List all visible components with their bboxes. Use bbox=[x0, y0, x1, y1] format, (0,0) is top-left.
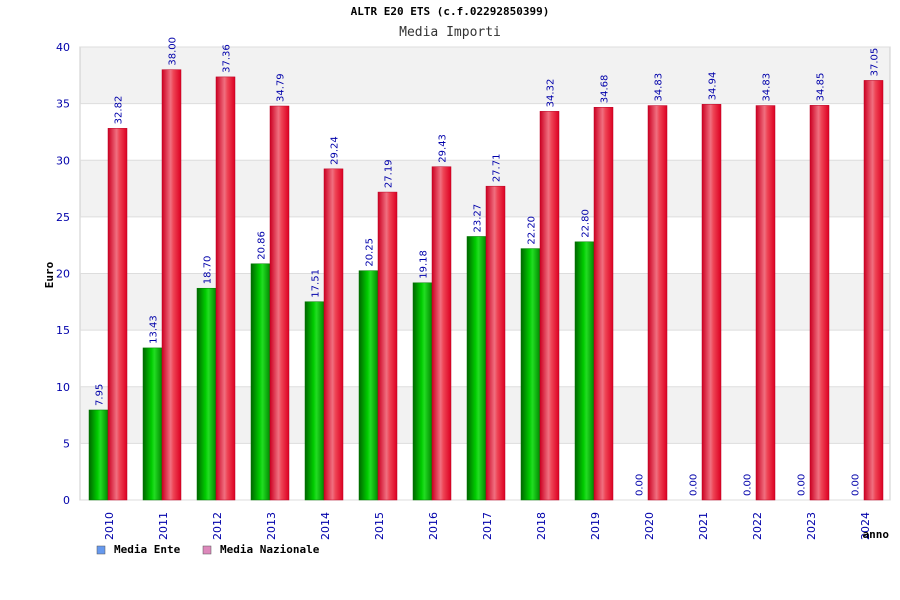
legend-label: Media Ente bbox=[114, 543, 181, 556]
x-tick-label: 2011 bbox=[157, 512, 170, 540]
value-label: 23.27 bbox=[473, 204, 484, 233]
y-tick-label: 10 bbox=[56, 381, 70, 394]
value-label: 22.20 bbox=[527, 216, 538, 245]
y-tick-label: 15 bbox=[56, 324, 70, 337]
value-label: 34.32 bbox=[546, 79, 557, 108]
bar-media-ente bbox=[574, 241, 595, 501]
bar-media-nazionale bbox=[539, 111, 560, 501]
value-label: 13.43 bbox=[149, 315, 160, 344]
y-axis-label: Euro bbox=[43, 261, 56, 288]
x-tick-label: 2010 bbox=[103, 512, 116, 540]
x-tick-label: 2024 bbox=[859, 512, 872, 540]
x-tick-label: 2023 bbox=[805, 512, 818, 540]
value-label: 37.36 bbox=[222, 44, 233, 73]
value-label: 29.43 bbox=[438, 134, 449, 163]
x-tick-label: 2018 bbox=[535, 512, 548, 540]
bar-media-ente bbox=[196, 287, 217, 501]
bar-media-nazionale bbox=[161, 69, 182, 501]
value-label: 17.51 bbox=[311, 269, 322, 298]
bar-media-ente bbox=[466, 236, 487, 501]
y-tick-label: 30 bbox=[56, 154, 70, 167]
value-label: 7.95 bbox=[95, 384, 106, 406]
value-label: 22.80 bbox=[581, 209, 592, 238]
value-label: 20.86 bbox=[257, 231, 268, 260]
value-label: 27.71 bbox=[492, 154, 503, 183]
value-label: 0.00 bbox=[743, 474, 754, 496]
value-label: 0.00 bbox=[635, 474, 646, 496]
bar-media-nazionale bbox=[755, 105, 776, 501]
bar-media-nazionale bbox=[431, 166, 452, 501]
bar-media-nazionale bbox=[377, 191, 398, 501]
bar-media-ente bbox=[304, 301, 325, 501]
value-labels: 7.95 32.82 13.43 38.00 18.70 37.36 20.86 34.79 1… bbox=[95, 37, 881, 496]
bar-media-ente bbox=[412, 282, 433, 501]
y-tick-label: 25 bbox=[56, 211, 70, 224]
bar-media-ente bbox=[250, 263, 271, 501]
bar-media-nazionale bbox=[863, 80, 884, 501]
value-label: 34.79 bbox=[276, 73, 287, 102]
legend-swatch bbox=[202, 545, 212, 555]
legend-swatch bbox=[96, 545, 106, 555]
legend: Media Ente Media Nazionale bbox=[96, 543, 320, 556]
y-tick-label: 0 bbox=[63, 494, 70, 507]
x-tick-label: 2016 bbox=[427, 512, 440, 540]
value-label: 19.18 bbox=[419, 250, 430, 279]
bar-media-ente bbox=[142, 347, 163, 501]
y-axis-ticks: 0 5 10 15 20 25 30 35 40 bbox=[56, 41, 70, 507]
value-label: 34.94 bbox=[708, 72, 719, 101]
y-tick-label: 5 bbox=[63, 437, 70, 450]
bar-media-nazionale bbox=[215, 76, 236, 501]
x-axis-label: anno bbox=[863, 528, 890, 541]
x-tick-label: 2017 bbox=[481, 512, 494, 540]
bar-media-ente bbox=[88, 409, 109, 501]
y-tick-label: 35 bbox=[56, 98, 70, 111]
x-tick-label: 2014 bbox=[319, 512, 332, 540]
value-label: 34.83 bbox=[654, 73, 665, 102]
value-label: 0.00 bbox=[851, 474, 862, 496]
value-label: 18.70 bbox=[203, 256, 214, 285]
value-label: 0.00 bbox=[689, 474, 700, 496]
x-tick-label: 2013 bbox=[265, 512, 278, 540]
bars bbox=[88, 69, 884, 501]
value-label: 27.19 bbox=[384, 159, 395, 188]
value-label: 34.83 bbox=[762, 73, 773, 102]
x-tick-label: 2020 bbox=[643, 512, 656, 540]
x-tick-label: 2019 bbox=[589, 512, 602, 540]
bar-media-nazionale bbox=[593, 106, 614, 501]
value-label: 34.85 bbox=[816, 73, 827, 102]
plot-band bbox=[80, 103, 890, 161]
legend-label: Media Nazionale bbox=[220, 543, 320, 556]
bar-media-nazionale bbox=[701, 104, 722, 501]
chart-subtitle: Media Importi bbox=[399, 25, 501, 40]
x-tick-label: 2015 bbox=[373, 512, 386, 540]
bar-media-ente bbox=[358, 270, 379, 501]
bar-media-nazionale bbox=[323, 168, 344, 501]
bar-media-nazionale bbox=[107, 128, 128, 501]
value-label: 34.68 bbox=[600, 75, 611, 104]
y-tick-label: 40 bbox=[56, 41, 70, 54]
value-label: 38.00 bbox=[168, 37, 179, 66]
y-tick-label: 20 bbox=[56, 268, 70, 281]
value-label: 29.24 bbox=[330, 136, 341, 165]
bar-media-nazionale bbox=[647, 105, 668, 501]
bar-media-nazionale bbox=[485, 185, 506, 501]
value-label: 37.05 bbox=[870, 48, 881, 77]
plot-band bbox=[80, 160, 890, 217]
value-label: 32.82 bbox=[114, 96, 125, 125]
plot-band bbox=[80, 47, 890, 104]
bar-media-nazionale bbox=[269, 105, 290, 501]
x-tick-label: 2022 bbox=[751, 512, 764, 540]
x-axis-ticks: 2010 2011 2012 2013 2014 2015 2016 2017 2018 2019… bbox=[103, 512, 872, 540]
value-label: 0.00 bbox=[797, 474, 808, 496]
value-label: 20.25 bbox=[365, 238, 376, 267]
bar-media-ente bbox=[520, 248, 541, 501]
chart-title: ALTR E20 ETS (c.f.02292850399) bbox=[350, 5, 550, 18]
bar-media-nazionale bbox=[809, 105, 830, 501]
x-tick-label: 2021 bbox=[697, 512, 710, 540]
x-tick-label: 2012 bbox=[211, 512, 224, 540]
